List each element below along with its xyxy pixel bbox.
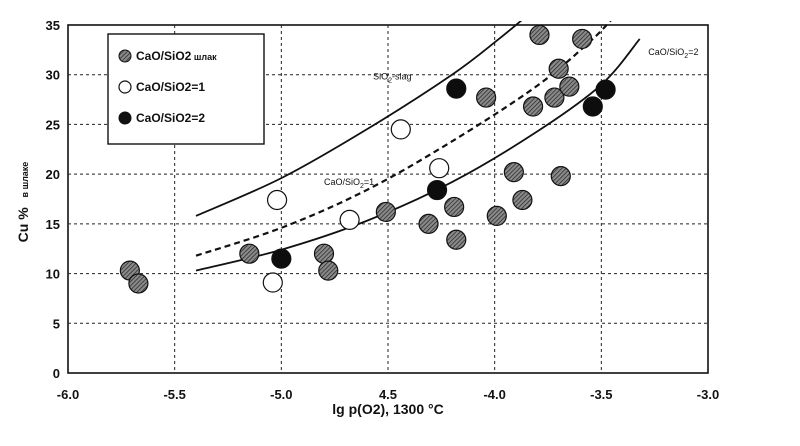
x-tick-label: 4.5: [379, 387, 397, 402]
x-tick-label: -5.5: [163, 387, 185, 402]
x-tick-label: -3.0: [697, 387, 719, 402]
point-hatched: [447, 230, 466, 249]
point-filled: [428, 181, 447, 200]
point-filled: [583, 97, 602, 116]
point-hatched: [477, 88, 496, 107]
point-hatched: [129, 274, 148, 293]
point-open: [430, 159, 449, 178]
point-hatched: [551, 167, 570, 186]
point-hatched: [504, 163, 523, 182]
point-open: [268, 190, 287, 209]
legend-marker-filled: [119, 112, 131, 124]
legend-label-2: CaO/SiO2=1: [136, 80, 205, 94]
point-hatched: [513, 190, 532, 209]
legend-label-3: CaO/SiO2=2: [136, 111, 205, 125]
x-axis-title: lg p(O2), 1300 °C: [332, 401, 443, 417]
point-hatched: [376, 202, 395, 221]
y-tick-label: 20: [46, 167, 60, 182]
legend-marker-hatched: [119, 50, 131, 62]
y-tick-label: 10: [46, 267, 60, 282]
legend: CaO/SiO2 шлак CaO/SiO2=1 CaO/SiO2=2: [108, 34, 264, 144]
point-hatched: [560, 77, 579, 96]
y-tick-label: 30: [46, 68, 60, 83]
y-axis-title: Cu % в шлаке: [15, 162, 31, 243]
point-hatched: [240, 244, 259, 263]
point-hatched: [549, 59, 568, 78]
point-hatched: [573, 29, 592, 48]
x-tick-label: -3.5: [590, 387, 612, 402]
point-hatched: [319, 261, 338, 280]
point-hatched: [530, 25, 549, 44]
y-axis-title-main: Cu %: [15, 207, 31, 243]
y-tick-label: 25: [46, 117, 60, 132]
point-filled: [596, 80, 615, 99]
point-hatched: [524, 97, 543, 116]
point-hatched: [419, 214, 438, 233]
point-open: [263, 273, 282, 292]
point-open: [391, 120, 410, 139]
y-tick-label: 5: [53, 316, 60, 331]
point-filled: [447, 79, 466, 98]
x-tick-label: -5.0: [270, 387, 292, 402]
y-tick-label: 35: [46, 18, 60, 33]
svg-text:Cu % в шлаке: Cu % в шлаке: [15, 162, 31, 243]
point-hatched: [445, 197, 464, 216]
x-tick-label: -6.0: [57, 387, 79, 402]
y-tick-label: 15: [46, 217, 60, 232]
point-hatched: [487, 206, 506, 225]
point-filled: [272, 249, 291, 268]
point-hatched: [315, 244, 334, 263]
point-open: [340, 210, 359, 229]
x-tick-label: -4.0: [483, 387, 505, 402]
y-axis-title-sub: в шлаке: [20, 162, 30, 198]
legend-marker-open: [119, 81, 131, 93]
legend-label-1: CaO/SiO2 шлак: [136, 49, 217, 63]
y-tick-label: 0: [53, 366, 60, 381]
